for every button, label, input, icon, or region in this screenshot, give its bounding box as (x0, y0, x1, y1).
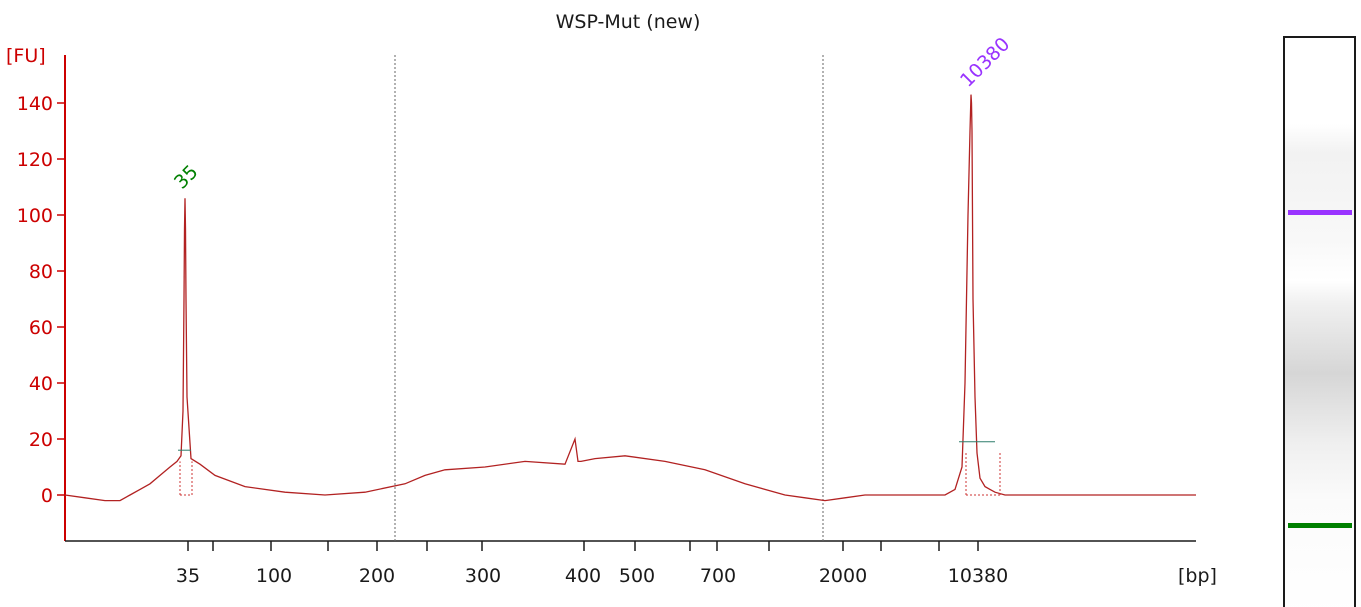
x-axis-label: [bp] (1178, 565, 1217, 587)
x-tick-label: 500 (619, 565, 655, 587)
gel-band (1288, 210, 1352, 215)
x-tick-label: 400 (565, 565, 601, 587)
peak-label: 10380 (956, 33, 1014, 91)
peak-integration-box (965, 453, 1001, 496)
x-tick-label: 700 (700, 565, 736, 587)
x-tick-label: 300 (465, 565, 501, 587)
y-tick-label: 80 (29, 261, 53, 283)
y-tick-label: 100 (17, 205, 53, 227)
gel-lane-frame (1283, 36, 1356, 607)
y-tick-label: 60 (29, 317, 53, 339)
x-tick-label: 2000 (819, 565, 867, 587)
y-tick-label: 40 (29, 373, 53, 395)
y-tick-label: 20 (29, 429, 53, 451)
y-tick-label: 120 (17, 149, 53, 171)
peak-integration-box (179, 461, 193, 496)
gel-band (1288, 523, 1352, 528)
trace-line (64, 94, 1196, 502)
x-tick-label: 10380 (948, 565, 1008, 587)
y-tick-label: 140 (17, 93, 53, 115)
gel-lane (1283, 36, 1356, 607)
x-tick-label: 100 (256, 565, 292, 587)
x-tick-label: 200 (359, 565, 395, 587)
x-tick-label: 35 (176, 565, 200, 587)
y-axis-label: [FU] (6, 45, 46, 67)
peak-label: 35 (170, 161, 203, 194)
y-tick-label: 0 (41, 485, 53, 507)
plot-area: 0 20 40 60 80 100 120 140 35 100 200 300 400 500 700 20… (17, 33, 1196, 587)
chart-title: WSP-Mut (new) (556, 11, 701, 33)
